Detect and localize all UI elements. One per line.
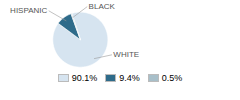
html-text:0.5%: 0.5%: [161, 73, 183, 83]
html-text:9.4%: 9.4%: [119, 73, 140, 83]
svg-text:BLACK: BLACK: [89, 2, 116, 11]
svg-text:WHITE: WHITE: [113, 50, 139, 59]
html-text:90.1%: 90.1%: [71, 73, 98, 83]
svg-text:HISPANIC: HISPANIC: [10, 6, 47, 15]
